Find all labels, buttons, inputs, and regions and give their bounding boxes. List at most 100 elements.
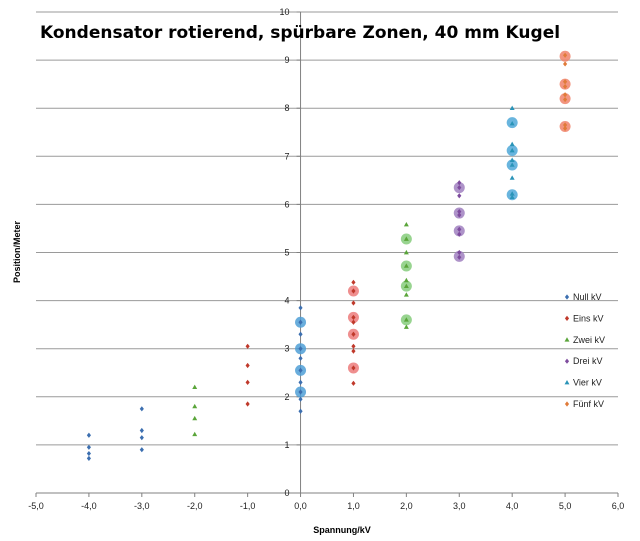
- x-tick-label-3: -2,0: [187, 501, 203, 511]
- legend-marker-0: [564, 294, 570, 300]
- point-s0-5: [139, 435, 144, 441]
- point-s5-1: [563, 122, 568, 128]
- point-s3-6: [457, 193, 462, 199]
- y-tick-label-3: 3: [285, 344, 290, 354]
- point-s1-12: [351, 288, 356, 294]
- point-s0-16: [298, 319, 303, 325]
- point-s1-7: [351, 343, 356, 349]
- point-s0-11: [298, 379, 303, 385]
- point-s0-7: [139, 406, 144, 412]
- point-s1-6: [351, 348, 356, 354]
- point-s3-8: [457, 180, 462, 186]
- point-s3-7: [457, 184, 462, 191]
- point-s5-4: [563, 83, 568, 90]
- legend-marker-5: [564, 401, 570, 407]
- point-s1-13: [351, 279, 356, 285]
- legend-label-2: Zwei kV: [573, 335, 605, 345]
- point-s0-14: [298, 346, 303, 352]
- point-s2-4: [403, 324, 409, 329]
- point-s1-1: [245, 379, 250, 385]
- chart-title: Kondensator rotierend, spürbare Zonen, 4…: [40, 23, 560, 43]
- point-s1-11: [351, 300, 356, 306]
- point-s3-0: [457, 254, 462, 260]
- legend-marker-1: [564, 315, 570, 321]
- point-s0-10: [298, 389, 303, 395]
- point-s0-13: [298, 355, 303, 361]
- point-s2-5: [403, 317, 409, 322]
- point-s4-7: [509, 120, 515, 126]
- point-s2-12: [403, 222, 409, 227]
- legend-label-0: Null kV: [573, 292, 602, 302]
- series-1: [245, 279, 356, 407]
- point-s2-0: [192, 431, 198, 437]
- y-tick-label-9: 9: [285, 55, 290, 65]
- point-s2-11: [403, 236, 409, 241]
- point-s0-17: [298, 305, 303, 311]
- y-tick-label-2: 2: [285, 392, 290, 402]
- point-s3-3: [457, 226, 462, 233]
- point-s1-5: [351, 365, 356, 371]
- x-tick-label-1: -4,0: [81, 501, 97, 511]
- x-tick-label-9: 4,0: [506, 501, 519, 511]
- legend-marker-4: [564, 380, 570, 385]
- point-s0-6: [139, 427, 144, 434]
- gridlines: [36, 11, 618, 446]
- point-s2-8: [403, 277, 409, 283]
- y-tick-label-6: 6: [285, 199, 290, 209]
- point-s0-15: [298, 331, 303, 337]
- x-tick-label-4: -1,0: [240, 501, 256, 511]
- y-axis-label: Position/Meter: [12, 221, 22, 284]
- data-points: [86, 52, 568, 461]
- point-s5-6: [563, 61, 568, 67]
- point-s0-12: [298, 367, 303, 373]
- x-tick-label-5: 0,0: [294, 501, 307, 511]
- point-s4-8: [509, 105, 515, 111]
- y-tick-label-8: 8: [285, 103, 290, 113]
- x-tick-label-6: 1,0: [347, 501, 360, 511]
- point-s3-2: [457, 231, 462, 237]
- y-tick-label-4: 4: [285, 296, 290, 306]
- series-3: [457, 180, 462, 260]
- point-s2-7: [403, 283, 409, 288]
- point-s5-3: [563, 92, 568, 98]
- x-tick-label-11: 6,0: [612, 501, 625, 511]
- x-tick-label-7: 2,0: [400, 501, 413, 511]
- point-s3-5: [457, 209, 462, 215]
- y-tick-label-5: 5: [285, 248, 290, 258]
- legend-label-3: Drei kV: [573, 356, 603, 366]
- legend-label-1: Eins kV: [573, 313, 604, 323]
- point-s0-0: [86, 455, 91, 461]
- point-s4-0: [509, 194, 515, 200]
- point-s1-2: [245, 362, 250, 369]
- point-s4-5: [509, 147, 515, 153]
- point-s5-2: [563, 96, 568, 103]
- point-s0-8: [298, 408, 303, 414]
- y-tick-label-10: 10: [280, 7, 290, 17]
- legend-label-4: Vier kV: [573, 378, 602, 388]
- point-s1-4: [351, 380, 356, 386]
- point-s3-4: [457, 212, 462, 218]
- point-s2-9: [403, 263, 409, 268]
- x-axis-label: Spannung/kV: [313, 525, 371, 535]
- point-s0-9: [298, 396, 303, 402]
- point-s5-5: [563, 79, 568, 85]
- y-tick-label-0: 0: [285, 488, 290, 498]
- point-s3-1: [457, 249, 462, 256]
- point-s1-9: [351, 319, 356, 325]
- point-s0-2: [86, 444, 91, 450]
- point-s4-2: [509, 175, 515, 180]
- series-5: [563, 52, 568, 132]
- point-s1-3: [245, 343, 250, 349]
- point-s4-3: [509, 162, 515, 167]
- point-s5-0: [563, 125, 568, 132]
- x-tick-label-8: 3,0: [453, 501, 466, 511]
- series-2: [192, 222, 409, 437]
- y-tick-label-7: 7: [285, 151, 290, 161]
- x-tick-label-10: 5,0: [559, 501, 572, 511]
- point-s4-1: [509, 191, 515, 196]
- point-s0-4: [139, 447, 144, 453]
- point-s1-0: [245, 401, 250, 407]
- point-s4-4: [509, 157, 515, 162]
